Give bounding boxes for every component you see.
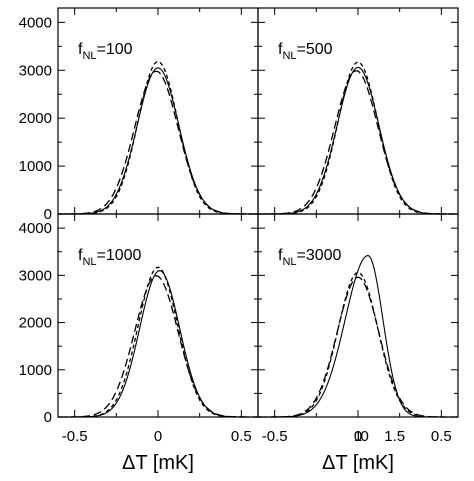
series-line-solid xyxy=(258,254,458,418)
x-tick-label: 0 xyxy=(354,428,362,445)
series-line-solid xyxy=(258,66,458,215)
series-line-solid xyxy=(58,270,258,418)
y-tick-label: 2000 xyxy=(19,110,52,127)
series-line-dashed xyxy=(258,271,458,418)
y-tick-label: 0 xyxy=(44,409,52,426)
y-tick-label: 3000 xyxy=(19,267,52,284)
panel-label: fNL=1000 xyxy=(78,247,142,268)
y-tick-label: 1000 xyxy=(19,362,52,379)
x-tick-label: -0.5 xyxy=(262,428,288,445)
series-line-long-dashed xyxy=(57,275,258,418)
y-tick-label: 0 xyxy=(44,206,52,223)
y-tick-label: 4000 xyxy=(19,14,52,31)
panel-bottom-right: -0.5 0 0.5 10 1.5 fNL=3000 ΔT [mK] xyxy=(257,213,459,474)
panel-frame xyxy=(57,213,259,418)
panel-label: fNL=100 xyxy=(78,41,133,62)
y-tick-label: 1000 xyxy=(19,158,52,175)
panel-top-right: fNL=500 xyxy=(257,7,459,215)
y-tick-label: 4000 xyxy=(19,220,52,237)
series-line-long-dashed xyxy=(258,276,458,418)
x-tick-label: -0.5 xyxy=(62,428,88,445)
x-axis-title: ΔT [mK] xyxy=(322,452,394,474)
x-tick-label: 0.5 xyxy=(431,428,452,445)
panel-label: fNL=3000 xyxy=(278,247,342,268)
x-tick-label: 0 xyxy=(154,428,162,445)
panel-frame xyxy=(257,213,459,418)
x-tick-label: 0 xyxy=(360,428,368,445)
x-axis-title: ΔT [mK] xyxy=(122,452,194,474)
y-tick-label: 3000 xyxy=(19,62,52,79)
series-line-dashed xyxy=(58,266,258,418)
x-tick-label: 0.5 xyxy=(231,428,252,445)
panel-frame xyxy=(57,7,259,215)
x-tick-label: 1.5 xyxy=(384,428,405,445)
y-tick-label: 2000 xyxy=(19,315,52,332)
panel-top-left: 0 1000 2000 3000 4000 fNL=100 xyxy=(19,7,259,223)
panel-label: fNL=500 xyxy=(278,41,333,62)
panel-bottom-left: 0 1000 2000 3000 4000 -0.5 0 0.5 fNL=1000 ΔT [mK] xyxy=(19,213,259,474)
x-tick-label: 1 xyxy=(354,428,362,445)
series-line-long-dashed xyxy=(257,70,458,215)
series-line-dashed xyxy=(258,61,458,215)
series-line-solid xyxy=(58,67,258,215)
panel-frame xyxy=(257,7,459,215)
series-line-long-dashed xyxy=(57,70,258,215)
series-line-dashed xyxy=(58,60,258,215)
